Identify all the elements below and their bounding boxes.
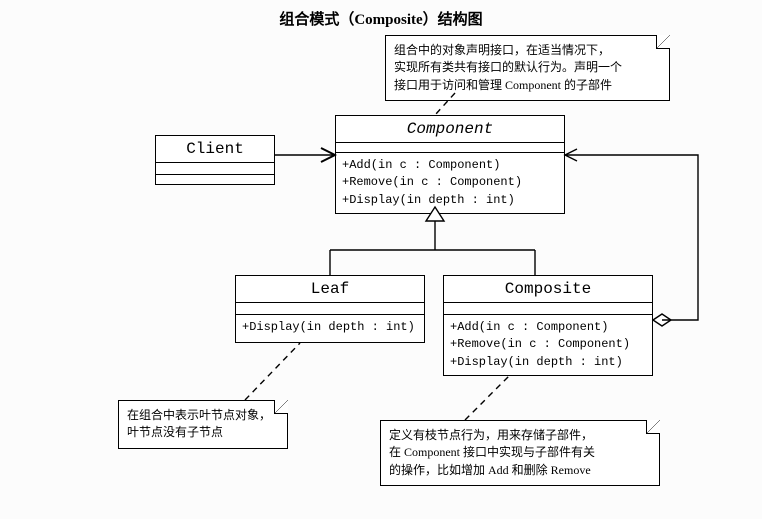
note-fold-icon (274, 400, 288, 414)
note-fold-icon (646, 420, 660, 434)
class-component: Component +Add(in c : Component) +Remove… (335, 115, 565, 214)
class-component-attrs (336, 143, 564, 153)
class-leaf-name: Leaf (236, 276, 424, 303)
note-component: 组合中的对象声明接口，在适当情况下， 实现所有类共有接口的默认行为。声明一个 接… (385, 35, 670, 101)
class-composite: Composite +Add(in c : Component) +Remove… (443, 275, 653, 376)
note-fold-icon (656, 35, 670, 49)
note-composite: 定义有枝节点行为，用来存储子部件， 在 Component 接口中实现与子部件有… (380, 420, 660, 486)
note-component-text: 组合中的对象声明接口，在适当情况下， 实现所有类共有接口的默认行为。声明一个 接… (394, 43, 622, 92)
class-leaf-attrs (236, 303, 424, 315)
note-leaf: 在组合中表示叶节点对象， 叶节点没有子节点 (118, 400, 288, 449)
class-client: Client (155, 135, 275, 185)
class-client-name: Client (156, 136, 274, 163)
note-leaf-text: 在组合中表示叶节点对象， 叶节点没有子节点 (127, 408, 271, 439)
diagram-title: 组合模式（Composite）结构图 (0, 8, 762, 29)
class-component-name: Component (336, 116, 564, 143)
note-composite-text: 定义有枝节点行为，用来存储子部件， 在 Component 接口中实现与子部件有… (389, 428, 595, 477)
class-client-ops (156, 175, 274, 183)
class-component-ops: +Add(in c : Component) +Remove(in c : Co… (336, 153, 564, 213)
class-client-attrs (156, 163, 274, 175)
class-composite-attrs (444, 303, 652, 315)
class-leaf: Leaf +Display(in depth : int) (235, 275, 425, 343)
class-composite-name: Composite (444, 276, 652, 303)
class-composite-ops: +Add(in c : Component) +Remove(in c : Co… (444, 315, 652, 375)
class-leaf-ops: +Display(in depth : int) (236, 315, 424, 340)
